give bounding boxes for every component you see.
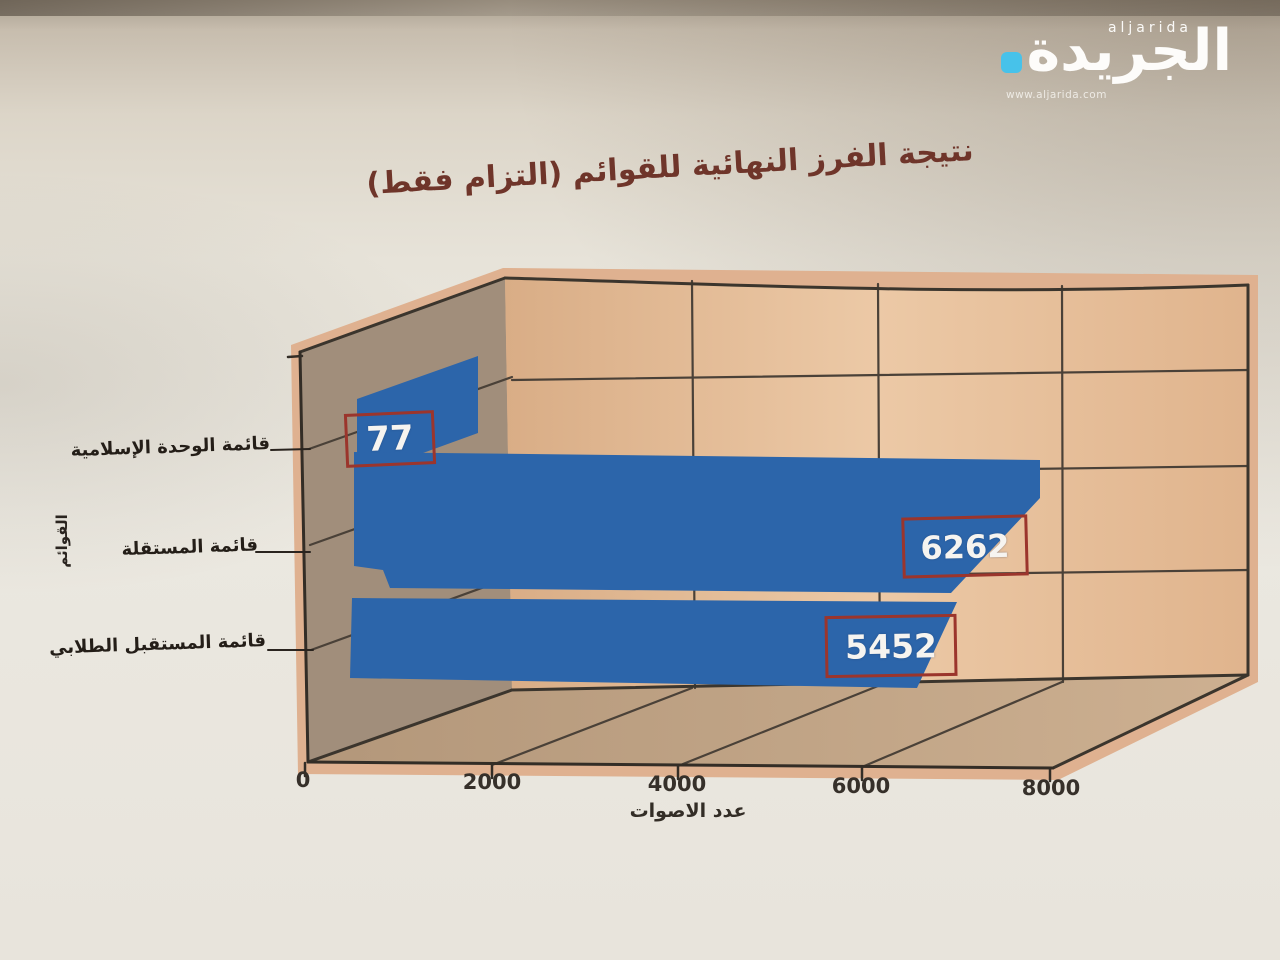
value-label-77: 77: [343, 410, 437, 468]
logo-website-url: www.aljarida.com: [1006, 89, 1107, 101]
x-tick-2000: 2000: [462, 770, 522, 794]
logo-dot-icon: [1000, 51, 1022, 73]
x-tick-8000: 8000: [1021, 776, 1081, 800]
logo-latin-text: aljarida: [1107, 20, 1192, 36]
x-tick-0: 0: [295, 768, 311, 792]
value-label-5452: 5452: [824, 613, 958, 679]
bar-independent: [354, 452, 1040, 593]
logo-wordmark: الجريدة: [1000, 18, 1232, 84]
bar-student-future: [350, 598, 957, 688]
plot-frame: [298, 276, 1250, 770]
axes: [255, 350, 1055, 783]
x-axis-title: عدد الاصوات: [629, 800, 747, 822]
value-label-6262: 6262: [901, 514, 1029, 579]
x-tick-6000: 6000: [831, 774, 891, 798]
x-tick-4000: 4000: [647, 772, 707, 796]
logo-arabic-text: الجريدة: [1026, 18, 1232, 84]
y-axis-title: القوائم: [53, 514, 71, 568]
bar-islamic-unity: [357, 356, 478, 477]
